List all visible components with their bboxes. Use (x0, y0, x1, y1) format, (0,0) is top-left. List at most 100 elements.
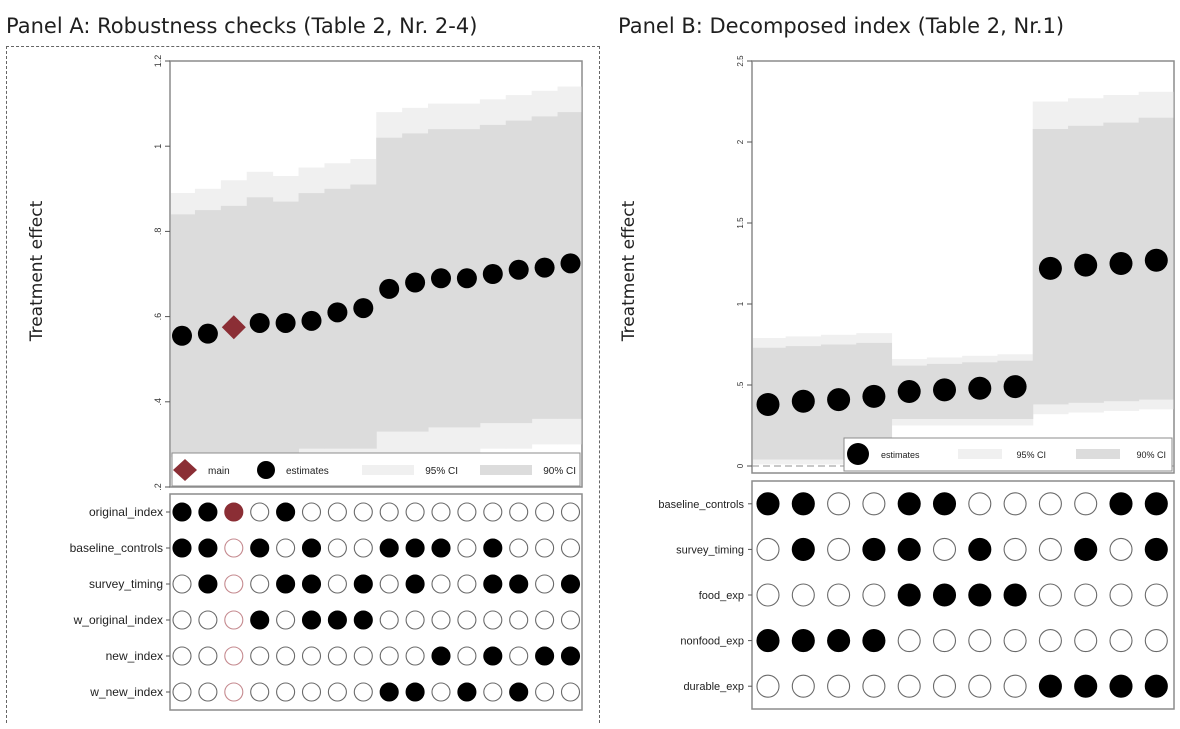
spec-indicator-empty (1038, 537, 1062, 561)
spec-indicator-filled (791, 537, 815, 561)
spec-indicator-filled (198, 502, 218, 522)
spec-indicator-empty (1003, 537, 1027, 561)
panel-b-title: Panel B: Decomposed index (Table 2, Nr.1… (618, 14, 1065, 38)
spec-indicator-filled (535, 646, 555, 666)
spec-indicator-empty (353, 502, 373, 522)
spec-indicator-filled (1144, 492, 1168, 516)
spec-row-label: survey_timing (676, 544, 744, 556)
spec-indicator-empty (483, 502, 503, 522)
y-tick-label: 1.2 (153, 55, 163, 68)
spec-indicator-empty (1038, 583, 1062, 607)
spec-indicator-empty (172, 610, 192, 630)
spec-indicator-empty (431, 574, 451, 594)
panel-b-legend: estimates 95% CI 90% CI (843, 437, 1173, 472)
spec-indicator-filled (301, 574, 322, 594)
spec-indicator-empty (535, 682, 555, 702)
legend-main-label: main (208, 466, 230, 477)
spec-indicator-empty (250, 682, 270, 702)
spec-row-label: baseline_controls (658, 499, 744, 511)
y-tick-label: 1 (153, 144, 163, 149)
spec-indicator-filled (483, 538, 503, 558)
spec-indicator-empty (862, 492, 886, 516)
estimate-point (560, 253, 581, 274)
spec-indicator-empty (405, 610, 425, 630)
spec-indicator-filled (405, 538, 425, 558)
spec-row-label: baseline_controls (70, 541, 163, 555)
spec-indicator-empty (224, 574, 244, 594)
panel-a: .2 .4 .6 .8 1 1.2 Treatment effect main estim… (27, 55, 583, 711)
spec-indicator-filled (1109, 492, 1133, 516)
spec-indicator-empty (827, 583, 851, 607)
spec-indicator-empty (379, 610, 399, 630)
y-tick-label: 1.5 (736, 217, 745, 229)
panel-a-spec-frame (169, 493, 583, 711)
legend-main-diamond-icon (173, 459, 197, 481)
estimate-point (327, 302, 348, 323)
spec-indicator-filled (457, 682, 477, 702)
spec-indicator-empty (509, 646, 529, 666)
estimate-point (791, 389, 815, 413)
spec-indicator-empty (250, 646, 270, 666)
spec-indicator-empty (1003, 492, 1027, 516)
spec-indicator-filled (827, 629, 851, 653)
legend-estimates-label: estimates (286, 466, 329, 477)
panel-a-frame (6, 46, 600, 723)
spec-row-label: nonfood_exp (680, 636, 744, 648)
spec-indicator-filled (897, 492, 921, 516)
legend-ci95-swatch (362, 465, 414, 475)
spec-indicator-filled (224, 502, 244, 522)
spec-indicator-empty (897, 674, 921, 698)
estimate-point (172, 325, 192, 346)
spec-indicator-empty (560, 502, 581, 522)
spec-indicator-filled (791, 629, 815, 653)
spec-indicator-empty (932, 537, 957, 561)
spec-indicator-empty (535, 574, 555, 594)
spec-indicator-filled (560, 574, 581, 594)
legend-ci95-label: 95% CI (425, 466, 458, 477)
spec-indicator-empty (276, 538, 296, 558)
spec-indicator-empty (897, 629, 921, 653)
spec-indicator-filled (405, 682, 425, 702)
spec-indicator-empty (535, 610, 555, 630)
spec-indicator-empty (250, 502, 270, 522)
spec-indicator-filled (483, 646, 503, 666)
spec-indicator-empty (1144, 583, 1168, 607)
spec-indicator-filled (301, 538, 322, 558)
panel-b-ylabel: Treatment effect (619, 200, 639, 342)
spec-indicator-filled (301, 610, 322, 630)
spec-indicator-empty (457, 574, 477, 594)
spec-indicator-empty (1074, 629, 1098, 653)
estimate-point (482, 264, 503, 284)
spec-indicator-empty (172, 646, 192, 666)
spec-row-label: w_original_index (73, 613, 163, 627)
spec-indicator-filled (862, 629, 886, 653)
spec-indicator-empty (791, 674, 815, 698)
spec-indicator-empty (301, 646, 322, 666)
spec-indicator-empty (1003, 674, 1027, 698)
spec-indicator-filled (198, 538, 218, 558)
estimate-point (827, 388, 851, 412)
spec-row-label: w_new_index (89, 685, 163, 699)
spec-indicator-empty (968, 492, 992, 516)
estimate-point (353, 298, 374, 319)
spec-indicator-filled (250, 610, 270, 630)
spec-indicator-empty (301, 502, 322, 522)
spec-indicator-empty (405, 502, 425, 522)
spec-indicator-empty (483, 682, 503, 702)
spec-indicator-empty (862, 674, 886, 698)
y-tick-label: .5 (736, 381, 745, 388)
spec-indicator-empty (405, 646, 425, 666)
spec-indicator-empty (827, 492, 851, 516)
spec-indicator-filled (353, 574, 373, 594)
estimate-point (379, 278, 400, 299)
estimate-point (508, 259, 529, 280)
spec-indicator-filled (1144, 537, 1168, 561)
panel-a-legend: main estimates 95% CI 90% CI (171, 452, 581, 487)
spec-indicator-filled (509, 682, 529, 702)
spec-indicator-empty (327, 538, 347, 558)
spec-indicator-empty (535, 502, 555, 522)
spec-indicator-filled (897, 583, 921, 607)
spec-indicator-empty (968, 674, 992, 698)
y-tick-label: 1 (736, 301, 745, 306)
spec-indicator-filled (968, 537, 992, 561)
